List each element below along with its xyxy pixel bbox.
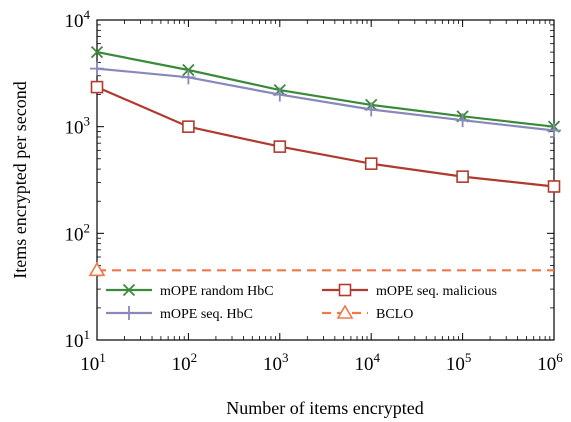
data-point	[364, 102, 379, 117]
legend-item: mOPE random HbC	[106, 283, 274, 299]
series-line	[96, 51, 555, 128]
x-tick-label: 103	[263, 350, 289, 375]
y-tick-label: 101	[65, 327, 91, 352]
legend-label: mOPE random HbC	[160, 284, 274, 299]
data-point	[547, 123, 561, 138]
legend-label: mOPE seq. HbC	[160, 307, 253, 322]
series-layer	[88, 45, 561, 277]
legend-marker	[338, 283, 352, 297]
axis-ticks: 101 102 103 104 105 106 101 102 103 104	[65, 7, 564, 375]
y-tick-label: 104	[65, 7, 91, 32]
legend-marker	[122, 283, 136, 297]
x-tick-label: 105	[446, 350, 472, 375]
plot-frame	[96, 19, 555, 341]
x-tick-label: 104	[354, 350, 380, 375]
y-tick-label: 102	[65, 220, 91, 245]
data-point	[456, 170, 469, 183]
legend-label: mOPE seq. malicious	[376, 284, 497, 299]
y-tick-label: 103	[65, 114, 91, 139]
data-point	[88, 261, 106, 277]
data-point	[272, 87, 287, 102]
legend-label: BCLO	[376, 307, 413, 322]
y-axis-label: Items encrypted per second	[10, 81, 30, 278]
data-point	[90, 80, 104, 94]
legend-item: BCLO	[322, 304, 413, 322]
marker-stroke	[90, 45, 104, 59]
data-point	[182, 63, 195, 77]
legend-marker	[336, 304, 354, 319]
data-point	[90, 61, 104, 76]
series-bclo	[88, 261, 554, 277]
legend-item: mOPE seq. malicious	[322, 283, 497, 299]
x-tick-label: 102	[172, 350, 198, 375]
legend: mOPE random HbC mOPE seq. HbC mOPE seq. ma…	[106, 283, 497, 322]
data-point	[182, 120, 195, 133]
series-line	[96, 86, 555, 188]
data-point	[547, 180, 561, 193]
data-point	[455, 113, 470, 128]
x-axis-label: Number of items encrypted	[226, 398, 423, 418]
data-point	[273, 140, 287, 153]
legend-marker	[122, 306, 136, 320]
series-line	[96, 67, 555, 132]
series-mope-random-hbc	[90, 45, 561, 133]
marker-stroke	[122, 283, 136, 297]
data-point	[181, 70, 196, 85]
x-tick-label: 101	[80, 350, 106, 375]
x-tick-label: 106	[537, 350, 563, 375]
data-point	[90, 45, 104, 59]
data-point	[364, 157, 378, 170]
series-mope-seq-hbc	[90, 61, 561, 138]
legend-item: mOPE seq. HbC	[106, 306, 253, 322]
marker-stroke	[182, 63, 195, 77]
series-mope-seq-malicious	[90, 80, 561, 193]
